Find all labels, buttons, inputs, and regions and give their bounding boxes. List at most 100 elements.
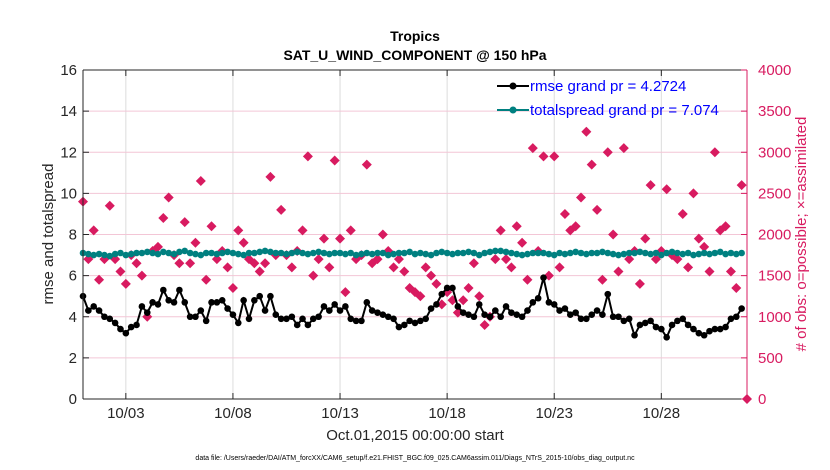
totalspread-point <box>143 248 151 256</box>
rmse-point <box>288 313 296 321</box>
gridlines <box>83 70 747 399</box>
totalspread-point <box>486 248 494 256</box>
totalspread-point <box>550 251 558 259</box>
rmse-point <box>716 325 724 333</box>
totalspread-point <box>299 249 306 257</box>
obs-count-marker <box>474 291 485 302</box>
totalspread-point <box>127 250 135 258</box>
totalspread-point <box>95 250 103 258</box>
totalspread-point <box>599 248 606 256</box>
x-tick-label: 10/23 <box>535 405 573 422</box>
rmse-point <box>170 299 178 306</box>
obs-count-marker <box>501 254 512 265</box>
obs-count-marker <box>238 237 249 248</box>
totalspread-point <box>304 250 312 258</box>
totalspread-point <box>240 251 247 259</box>
rmse-point <box>352 317 360 325</box>
totalspread-point <box>556 249 563 257</box>
obs-count-marker <box>195 176 206 187</box>
rmse-point <box>304 321 312 329</box>
totalspread-point <box>288 249 296 257</box>
rmse-point <box>122 329 130 337</box>
obs-count-marker <box>511 221 522 232</box>
obs-count-marker <box>158 213 169 224</box>
totalspread-point <box>593 249 601 257</box>
obs-count-marker <box>297 225 308 236</box>
totalspread-point <box>160 248 167 256</box>
obs-count-marker <box>431 278 442 289</box>
rmse-point <box>326 307 333 314</box>
rmse-point <box>218 297 226 304</box>
rmse-point <box>224 305 231 312</box>
totalspread-point <box>566 249 574 257</box>
obs-count-marker <box>233 225 244 236</box>
totalspread-point <box>208 249 215 257</box>
y-tick-label-right: 1500 <box>758 268 791 285</box>
totalspread-point <box>695 250 703 258</box>
rmse-point <box>272 311 280 318</box>
rmse-point <box>577 315 585 323</box>
totalspread-point <box>459 249 467 257</box>
totalspread-point <box>508 249 515 257</box>
rmse-point <box>449 284 456 292</box>
rmse-point <box>363 299 371 306</box>
obs-count-marker <box>618 143 629 154</box>
obs-count-marker <box>650 254 661 265</box>
totalspread-point <box>186 249 194 257</box>
rmse-point <box>417 317 424 325</box>
rmse-point <box>320 303 328 310</box>
rmse-point <box>609 313 617 321</box>
rmse-point <box>395 323 403 331</box>
obs-count-marker <box>490 254 501 265</box>
obs-count-marker <box>351 254 362 265</box>
totalspread-point <box>518 251 526 259</box>
obs-count-marker <box>399 266 410 277</box>
rmse-point <box>641 319 649 327</box>
y-tick-label: 0 <box>69 391 77 408</box>
obs-count-marker <box>249 258 260 269</box>
rmse-point <box>384 313 392 321</box>
y-tick-label: 4 <box>69 309 77 326</box>
legend-rmse-marker <box>509 82 517 90</box>
obs-count-marker <box>506 262 517 273</box>
totalspread-point <box>411 250 419 258</box>
rmse-point <box>197 307 205 314</box>
rmse-point <box>299 315 306 323</box>
obs-count-marker <box>110 254 121 265</box>
rmse-point <box>358 317 365 325</box>
obs-count-marker <box>174 258 185 269</box>
rmse-point <box>192 313 199 321</box>
rmse-point <box>261 307 269 314</box>
obs-count-marker <box>645 180 656 191</box>
rmse-point <box>475 301 483 308</box>
rmse-point <box>583 315 590 323</box>
totalspread-point <box>331 249 338 257</box>
y-tick-label-right: 3000 <box>758 144 791 161</box>
obs-count-marker <box>420 262 431 273</box>
rmse-point <box>625 315 633 323</box>
obs-count-marker <box>115 266 126 277</box>
rmse-point <box>117 325 124 333</box>
rmse-point <box>149 299 156 306</box>
obs-count-marker <box>468 258 479 269</box>
rmse-point <box>599 311 606 318</box>
obs-count-marker <box>549 151 560 162</box>
totalspread-point <box>513 250 521 258</box>
rmse-point <box>165 297 172 304</box>
rmse-point <box>561 305 569 312</box>
rmse-point <box>459 309 467 316</box>
rmse-point <box>106 315 114 323</box>
obs-count-marker <box>377 229 388 240</box>
totalspread-point <box>374 249 381 257</box>
rmse-point <box>331 301 338 308</box>
obs-count-marker <box>185 258 196 269</box>
totalspread-point <box>588 249 596 257</box>
totalspread-point <box>679 250 687 258</box>
rmse-point <box>658 325 665 333</box>
totalspread-point <box>138 249 146 257</box>
totalspread-point <box>395 249 403 257</box>
totalspread-point <box>342 250 349 258</box>
rmse-point <box>433 301 440 308</box>
totalspread-point <box>561 250 569 258</box>
obs-count-marker <box>136 270 147 281</box>
